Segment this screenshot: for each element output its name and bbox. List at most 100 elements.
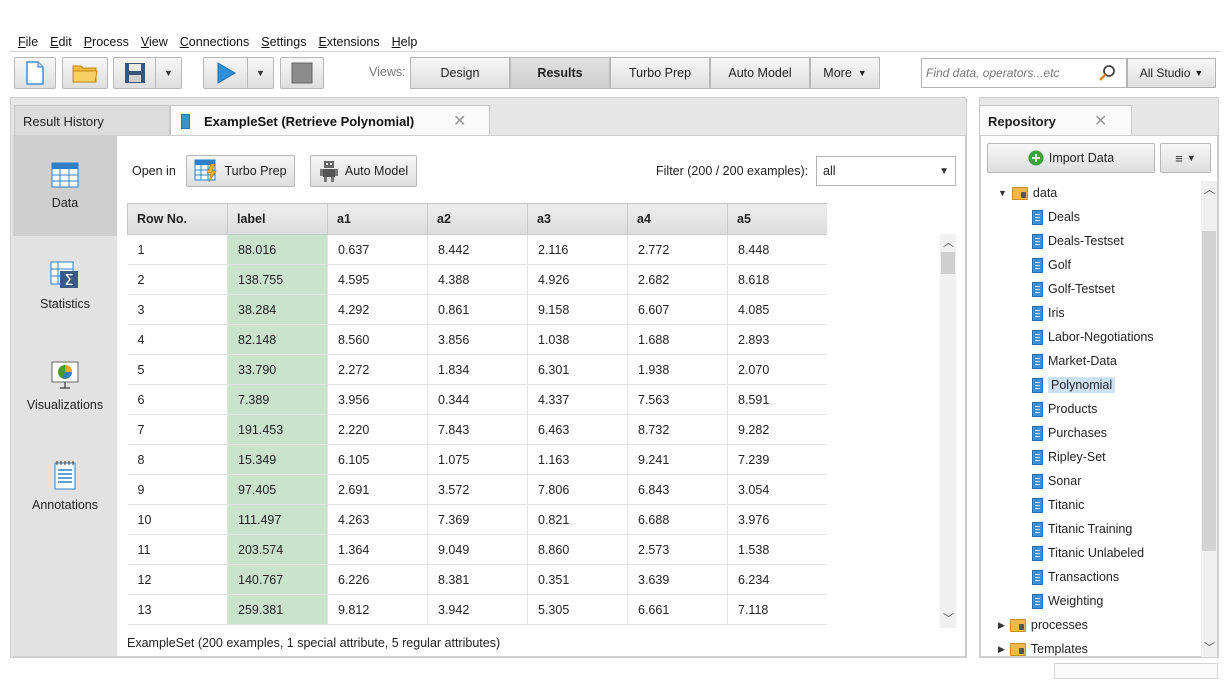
save-dropdown-button[interactable]: ▼	[155, 57, 182, 89]
table-row[interactable]: 6 7.389 3.956 0.344 4.337 7.563 8.591	[127, 384, 827, 415]
tree-label: Titanic Training	[1048, 522, 1133, 536]
repository-scrollbar[interactable]: ︿ ﹀	[1201, 181, 1217, 657]
menu-item[interactable]: File	[10, 33, 42, 51]
column-header[interactable]: Row No.	[127, 203, 228, 235]
tree-item[interactable]: Golf	[1032, 254, 1071, 276]
menu-label: ile	[25, 35, 39, 49]
column-header[interactable]: label	[227, 203, 328, 235]
tree-item[interactable]: Labor-Negotiations	[1032, 326, 1154, 348]
menu-item[interactable]: Settings	[253, 33, 310, 51]
search-icon[interactable]	[1098, 64, 1116, 82]
tree-item[interactable]: Transactions	[1032, 566, 1119, 588]
scroll-down-icon[interactable]: ﹀	[943, 613, 954, 625]
view-turbo-prep-button[interactable]: Turbo Prep	[610, 57, 710, 89]
table-row[interactable]: 10 111.497 4.263 7.369 0.821 6.688 3.976	[127, 504, 827, 535]
menu-item[interactable]: Edit	[42, 33, 76, 51]
sidenav-item-annotations[interactable]: Annotations	[13, 436, 117, 536]
menu-item[interactable]: View	[133, 33, 172, 51]
table-row[interactable]: 11 203.574 1.364 9.049 8.860 2.573 1.538	[127, 534, 827, 565]
table-cell: 10	[127, 504, 228, 535]
tree-label: data	[1032, 186, 1058, 200]
table-row[interactable]: 12 140.767 6.226 8.381 0.351 3.639 6.234	[127, 564, 827, 595]
scroll-up-icon[interactable]: ︿	[943, 237, 954, 249]
table-row[interactable]: 3 38.284 4.292 0.861 9.158 6.607 4.085	[127, 294, 827, 325]
tree-item[interactable]: Polynomial	[1032, 374, 1116, 396]
tree-item[interactable]: Purchases	[1032, 422, 1107, 444]
tree-label: Weighting	[1048, 594, 1104, 608]
table-row[interactable]: 4 82.148 8.560 3.856 1.038 1.688 2.893	[127, 324, 827, 355]
tree-item[interactable]: Sonar	[1032, 470, 1081, 492]
column-header[interactable]: a1	[327, 203, 428, 235]
tab-exampleset[interactable]: ExampleSet (Retrieve Polynomial) ✕	[170, 105, 490, 136]
column-header[interactable]: a3	[527, 203, 628, 235]
column-header[interactable]: a2	[427, 203, 528, 235]
scroll-down-icon[interactable]: ﹀	[1204, 642, 1215, 654]
tree-item[interactable]: Products	[1032, 398, 1097, 420]
tree-item[interactable]: Deals	[1032, 206, 1080, 228]
save-button[interactable]	[113, 57, 155, 89]
sidenav-item-statistics[interactable]: Σ Statistics	[13, 236, 117, 336]
tree-folder[interactable]: ▶ processes	[998, 614, 1088, 636]
close-icon[interactable]: ✕	[1094, 113, 1108, 130]
collapsed-arrow-icon[interactable]: ▶	[998, 619, 1005, 630]
table-row[interactable]: 8 15.349 6.105 1.075 1.163 9.241 7.239	[127, 444, 827, 475]
run-process-button[interactable]	[203, 57, 247, 89]
menu-item[interactable]: Process	[76, 33, 133, 51]
view-more-button[interactable]: More ▼	[810, 57, 880, 89]
tree-item[interactable]: Golf-Testset	[1032, 278, 1115, 300]
open-process-button[interactable]	[62, 57, 108, 89]
view-auto-model-button[interactable]: Auto Model	[710, 57, 810, 89]
global-search[interactable]	[921, 58, 1127, 88]
table-row[interactable]: 9 97.405 2.691 3.572 7.806 6.843 3.054	[127, 474, 827, 505]
table-row[interactable]: 7 191.453 2.220 7.843 6.463 8.732 9.282	[127, 414, 827, 445]
tree-item[interactable]: Weighting	[1032, 590, 1103, 612]
filter-select[interactable]: all ▼	[816, 156, 956, 186]
tree-item[interactable]: Titanic Unlabeled	[1032, 542, 1144, 564]
scroll-up-icon[interactable]: ︿	[1204, 184, 1215, 196]
table-cell: 8.381	[427, 564, 528, 595]
repository-menu-button[interactable]: ≡ ▼	[1160, 143, 1211, 173]
tree-folder[interactable]: ▶ Templates	[998, 638, 1088, 657]
stop-process-button[interactable]	[280, 57, 324, 89]
table-row[interactable]: 2 138.755 4.595 4.388 4.926 2.682 8.618	[127, 264, 827, 295]
expanded-arrow-icon[interactable]: ▼	[998, 188, 1007, 198]
import-data-button[interactable]: Import Data	[987, 143, 1155, 173]
studio-selector[interactable]: All Studio ▼	[1127, 58, 1216, 88]
table-row[interactable]: 5 33.790 2.272 1.834 6.301 1.938 2.070	[127, 354, 827, 385]
collapsed-arrow-icon[interactable]: ▶	[998, 643, 1005, 654]
tree-folder-data[interactable]: ▼ data	[998, 182, 1057, 204]
table-cell: 9	[127, 474, 228, 505]
tree-label: processes	[1030, 618, 1088, 632]
view-design-button[interactable]: Design	[410, 57, 510, 89]
table-row[interactable]: 1 88.016 0.637 8.442 2.116 2.772 8.448	[127, 234, 827, 265]
sidenav-item-data[interactable]: Data	[13, 136, 117, 236]
open-turbo-prep-button[interactable]: Turbo Prep	[186, 155, 295, 187]
table-cell: 6.301	[527, 354, 628, 385]
tab-repository[interactable]: Repository ✕	[979, 105, 1132, 136]
sidenav-item-visualizations[interactable]: Visualizations	[13, 336, 117, 436]
tree-item[interactable]: Titanic	[1032, 494, 1084, 516]
tab-label: Result History	[23, 113, 104, 129]
tree-item[interactable]: Deals-Testset	[1032, 230, 1124, 252]
table-row[interactable]: 13 259.381 9.812 3.942 5.305 6.661 7.118	[127, 594, 827, 625]
scroll-thumb[interactable]	[1202, 231, 1216, 551]
menu-item[interactable]: Connections	[172, 33, 254, 51]
tree-item[interactable]: Ripley-Set	[1032, 446, 1106, 468]
tree-item[interactable]: Iris	[1032, 302, 1065, 324]
stop-icon	[291, 62, 313, 84]
column-header[interactable]: a5	[727, 203, 827, 235]
menu-item[interactable]: Help	[384, 33, 422, 51]
new-process-button[interactable]	[14, 57, 56, 89]
column-header[interactable]: a4	[627, 203, 728, 235]
open-auto-model-button[interactable]: Auto Model	[310, 155, 417, 187]
view-results-button[interactable]: Results	[510, 57, 610, 89]
menu-item[interactable]: Extensions	[310, 33, 383, 51]
search-input[interactable]	[926, 66, 1096, 80]
tab-result-history[interactable]: Result History	[14, 105, 170, 136]
tree-item[interactable]: Titanic Training	[1032, 518, 1132, 540]
table-scrollbar[interactable]: ︿ ﹀	[940, 234, 956, 628]
scroll-thumb[interactable]	[941, 252, 955, 274]
close-icon[interactable]: ✕	[453, 113, 467, 130]
run-dropdown-button[interactable]: ▼	[247, 57, 274, 89]
tree-item[interactable]: Market-Data	[1032, 350, 1117, 372]
